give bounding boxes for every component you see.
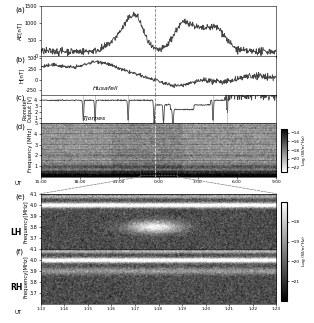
Text: (e): (e) bbox=[15, 194, 25, 200]
Y-axis label: Frequency [MHz]: Frequency [MHz] bbox=[28, 128, 33, 172]
Text: RH: RH bbox=[10, 283, 23, 292]
Text: (f): (f) bbox=[15, 249, 23, 255]
Text: (a): (a) bbox=[15, 6, 25, 13]
Y-axis label: H[nT]: H[nT] bbox=[19, 68, 24, 83]
Text: (c): (c) bbox=[15, 95, 24, 101]
Y-axis label: Log (W/m²Hz): Log (W/m²Hz) bbox=[302, 236, 306, 266]
Text: LH: LH bbox=[10, 228, 22, 237]
Y-axis label: Riometer
Output [V]: Riometer Output [V] bbox=[22, 96, 33, 122]
Y-axis label: Log (W/m²Hz): Log (W/m²Hz) bbox=[302, 135, 306, 165]
Text: Husafell: Husafell bbox=[93, 86, 118, 91]
Text: UT: UT bbox=[15, 181, 22, 186]
Y-axis label: AE[nT]: AE[nT] bbox=[17, 22, 22, 40]
Text: (d): (d) bbox=[15, 123, 25, 130]
Text: (b): (b) bbox=[15, 56, 25, 63]
Y-axis label: Frequency[MHz]: Frequency[MHz] bbox=[23, 200, 28, 243]
Y-axis label: Frequency[MHz]: Frequency[MHz] bbox=[23, 255, 28, 297]
Text: UT: UT bbox=[15, 310, 22, 315]
Text: Tjornes: Tjornes bbox=[83, 116, 106, 121]
